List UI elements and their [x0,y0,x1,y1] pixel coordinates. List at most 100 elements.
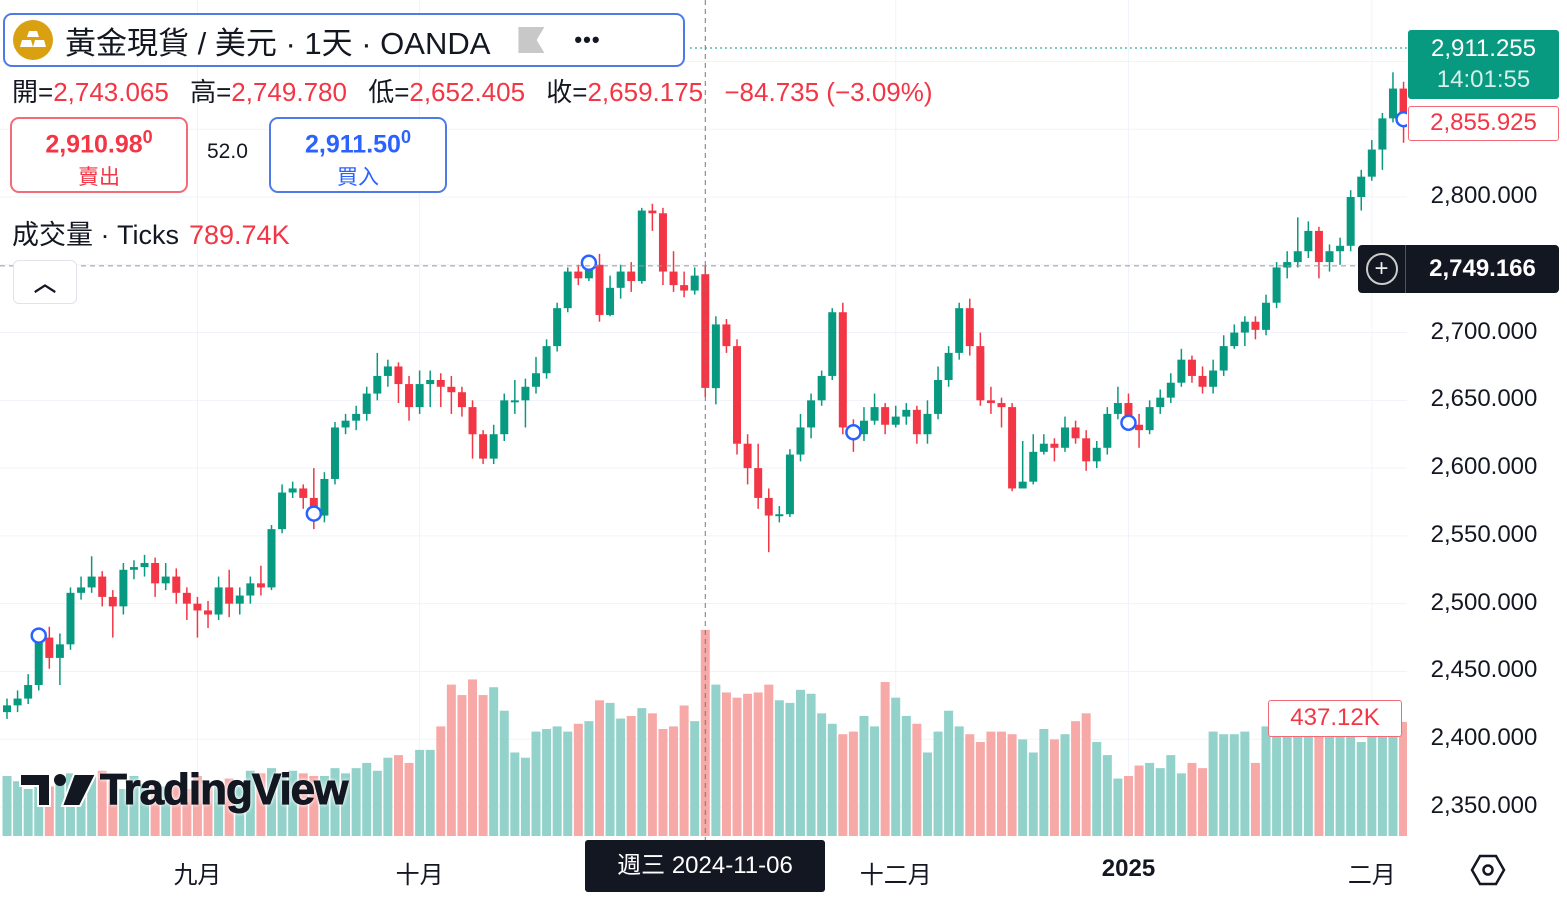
volume-bar [2,775,12,836]
price-chart[interactable] [0,0,1407,900]
candle-body [341,420,350,428]
candle-body [1071,427,1080,439]
candle-body [595,264,604,315]
volume-bar [468,679,478,836]
volume-bar [55,778,65,836]
candle-body [1378,118,1387,150]
volume-bar [901,715,911,836]
candle [965,298,974,356]
volume-bar [1229,734,1239,836]
volume-bar [563,731,573,836]
candle [627,262,636,292]
event-marker-icon[interactable] [1120,414,1137,431]
sell-button[interactable]: 2,910.980 賣出 [10,117,188,193]
candle-body [320,478,329,516]
chart-settings-button[interactable] [1470,852,1506,893]
open-value: 2,743.065 [53,77,169,107]
candle [405,375,414,421]
candle [1367,140,1376,181]
add-alert-button[interactable]: + [1358,245,1406,293]
candle [1018,441,1027,489]
volume-legend[interactable]: 成交量 · Ticks 789.74K [12,213,290,252]
time-axis-label: 九月 [173,862,222,889]
event-marker-icon[interactable] [1395,110,1407,128]
volume-bar [584,721,594,836]
buy-price: 2,911.50 [305,130,401,159]
candle [870,393,879,425]
candle [1209,359,1218,394]
event-marker-icon[interactable] [845,423,862,441]
volume-bar [647,713,657,836]
volume-bar [393,755,403,836]
candle [743,434,752,485]
event-marker-icon[interactable] [580,254,598,272]
candle [796,413,805,462]
candle-body [859,420,868,435]
more-icon[interactable]: ••• [574,27,601,52]
candle [1103,407,1112,455]
candle-body [1283,262,1292,268]
candle [330,422,339,485]
candle [754,443,763,509]
volume-bar [1166,755,1176,836]
candle-body [1304,230,1313,252]
candle [807,393,816,439]
volume-bar [1356,742,1366,836]
candle [288,481,297,498]
collapse-legend-button[interactable]: ︿ [13,260,77,304]
volume-bar [848,731,858,836]
candle [532,356,540,394]
candle [944,346,953,387]
candle-body [426,380,435,385]
last-price: 2,911.255 [1431,35,1536,62]
candle-body [658,213,667,272]
candle-body [553,308,562,347]
candle [1283,251,1292,279]
candle [701,265,710,398]
candle [1198,366,1207,394]
flag-icon[interactable] [518,27,545,53]
candle [563,267,572,313]
candle-body [637,210,646,282]
ohlc-legend: 開=2,743.065 高=2,749.780 低=2,652.405 收=2,… [12,72,947,109]
volume-bar [806,693,816,836]
event-marker-icon[interactable] [305,505,323,522]
volume-bar [774,700,784,836]
volume-bar [457,695,467,836]
candle-body [267,529,276,588]
candle-body [1209,370,1218,387]
low-value: 2,652.405 [409,77,526,107]
candle-body [838,312,847,428]
symbol-title[interactable]: 黃金現貨 / 美元 · 1天 · OANDA [65,25,491,61]
volume-bar [711,684,721,836]
candle [1219,335,1228,376]
candle [45,626,54,669]
volume-bar [34,783,44,836]
candle-body [489,434,498,459]
candle-body [3,705,11,713]
candle [1092,441,1101,469]
candle [1314,226,1323,279]
event-marker-icon[interactable] [30,627,47,644]
volume-bar [552,726,562,836]
volume-bar [150,781,160,836]
candle-body [235,595,244,604]
volume-bar [436,726,446,836]
candle [1262,294,1271,336]
symbol-legend[interactable]: 黃金現貨 / 美元 · 1天 · OANDA ••• [3,13,685,67]
candle [722,319,731,353]
candle [775,506,784,523]
candle-body [669,271,678,286]
volume-bar [520,757,530,836]
volume-bar [743,693,753,836]
sell-price-pip: 0 [142,127,153,147]
candle [13,690,22,713]
tradingview-logo[interactable]: TradingView [18,765,349,815]
candle-body [912,409,921,435]
candle [923,400,932,444]
volume-bar [965,734,975,836]
candle [690,267,699,295]
buy-button[interactable]: 2,911.500 買入 [269,117,447,193]
plus-icon: + [1365,253,1398,285]
volume-bar [1198,768,1208,836]
